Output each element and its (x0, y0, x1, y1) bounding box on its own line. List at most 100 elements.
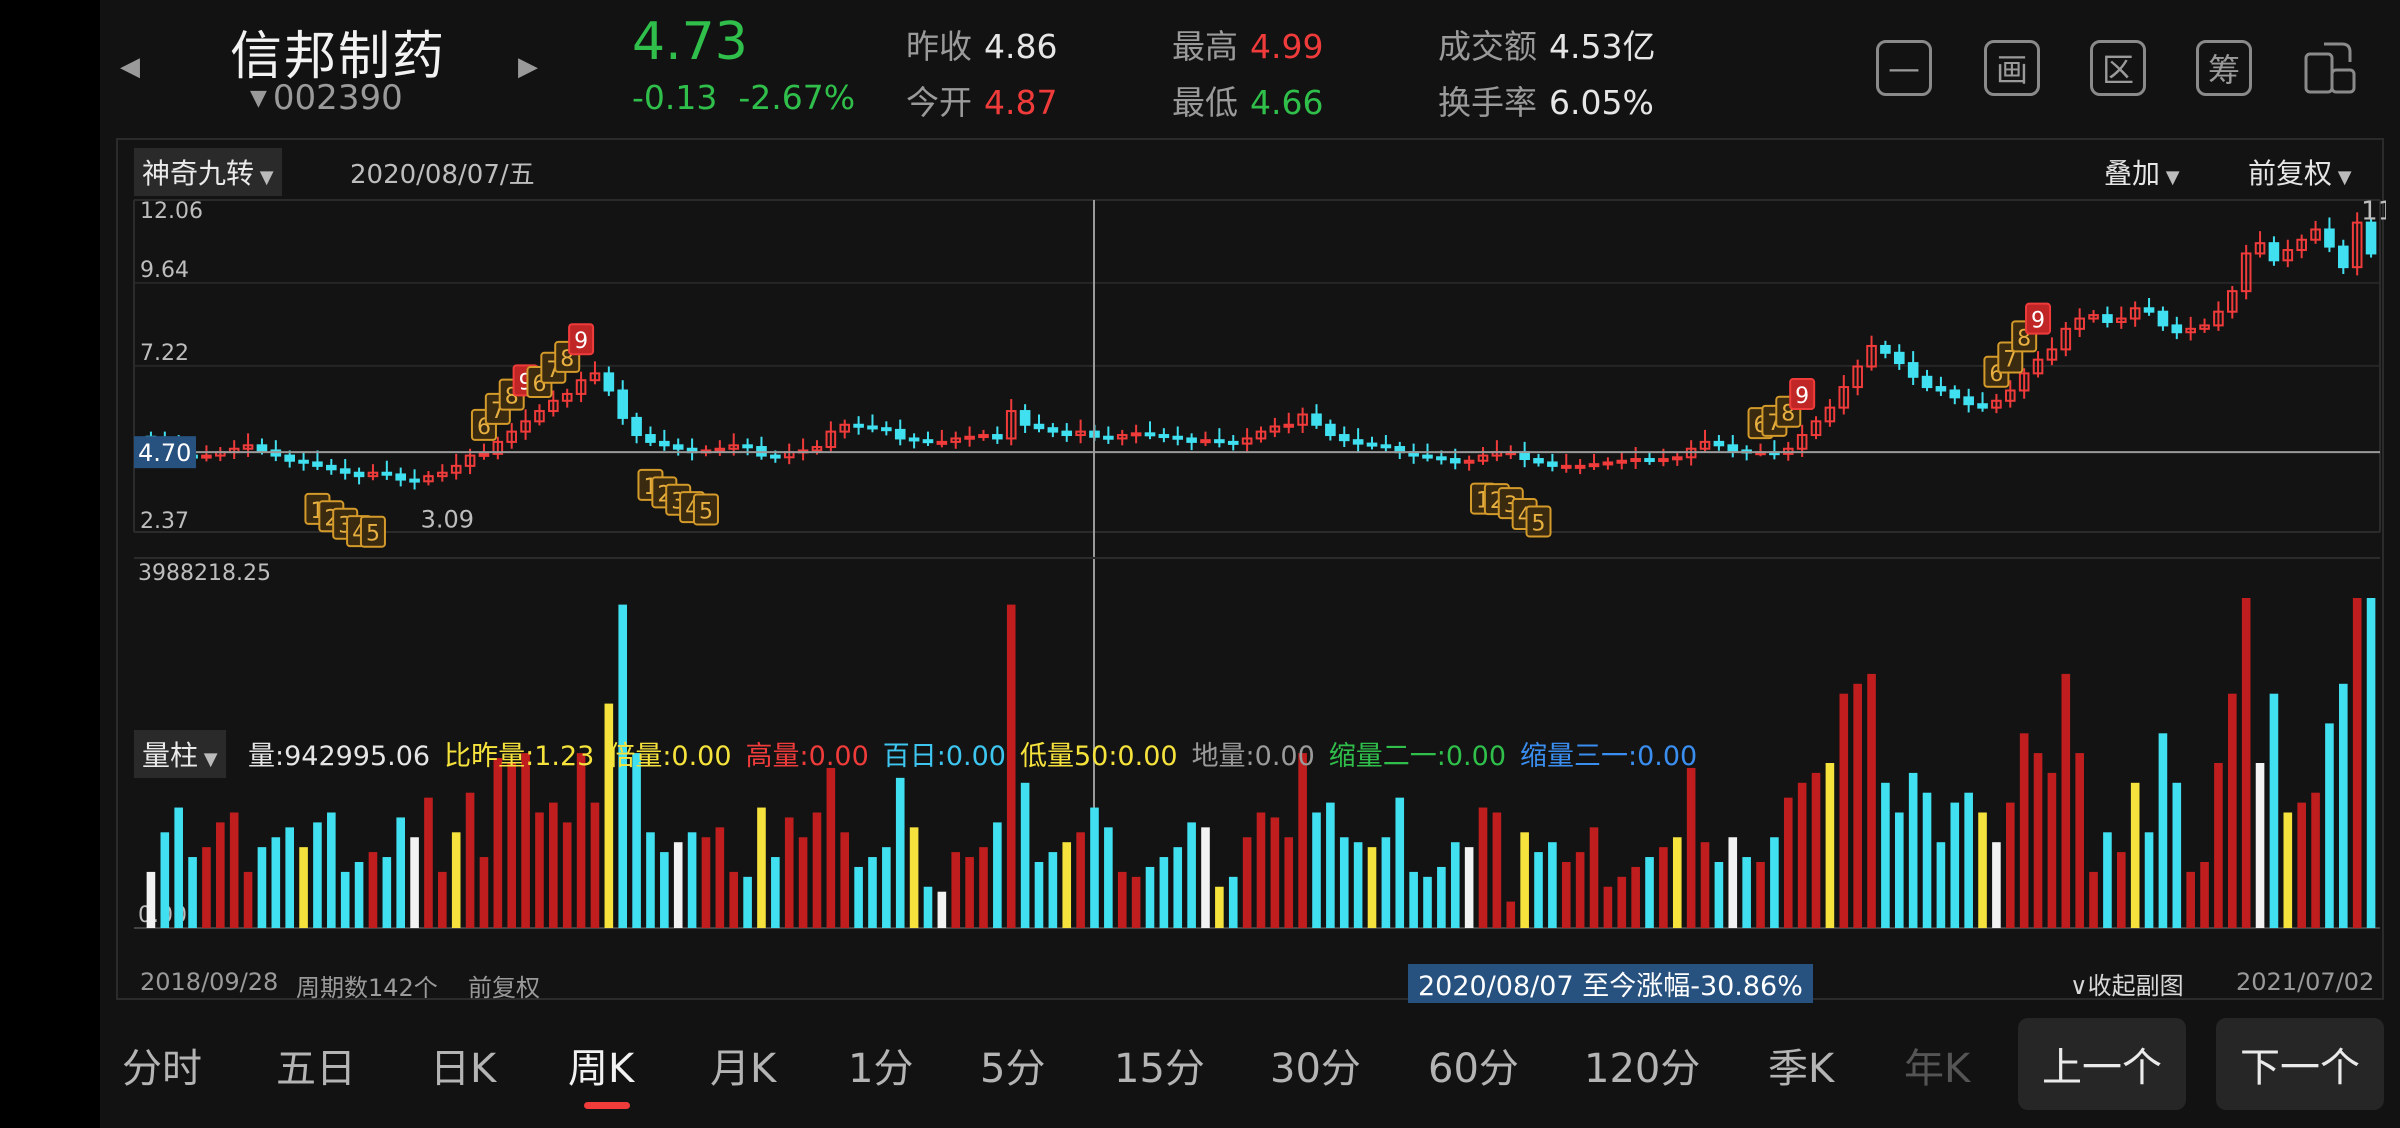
candle-body (2046, 348, 2058, 361)
volume-bar (1756, 862, 1765, 928)
candle-body (908, 437, 920, 442)
tab-year-k[interactable]: 年K (1904, 1046, 1971, 1092)
td-sequence-label: 9 (2031, 309, 2045, 334)
start-date: 2018/09/28 (140, 968, 279, 996)
volume-bar (1256, 812, 1266, 928)
stock-code-selector[interactable]: ▼ 002390 (250, 78, 403, 118)
candle-body (478, 452, 490, 457)
candle-body (1311, 413, 1322, 426)
volume-bar (2158, 733, 2168, 928)
tab-week-k[interactable]: 周K (568, 1046, 635, 1092)
tab-60min[interactable]: 60分 (1428, 1046, 1519, 1092)
candle-body (1824, 406, 1836, 423)
volume-bar (1672, 837, 1682, 928)
chart-panel[interactable]: 神奇九转 ▼ 2020/08/07/五 叠加 ▼ 前复权 ▼ 12.06 9.64… (116, 138, 2386, 1003)
volume-bar (590, 802, 600, 928)
tab-1min[interactable]: 1分 (848, 1046, 914, 1092)
collapse-subchart-button[interactable]: ∨收起副图 (2070, 972, 2184, 1000)
volume-bar (1242, 837, 1252, 928)
volume-bar (576, 753, 586, 928)
volume-bar (743, 876, 752, 928)
candle-body (492, 440, 504, 455)
overlay-selector[interactable]: 叠加 ▼ (2104, 157, 2180, 190)
candle-body (742, 444, 753, 449)
volume-bar (465, 792, 475, 928)
volume-indicator-7: 缩量二一:0.00 (1328, 741, 1506, 772)
candle-body (992, 434, 1003, 440)
draw-tool-button[interactable]: 画 (1984, 40, 2040, 96)
candle-body (1325, 423, 1336, 437)
candle-body (2268, 242, 2280, 262)
candle-body (2004, 389, 2016, 402)
candle-body (2018, 372, 2030, 392)
candle-body (1463, 459, 1475, 464)
volume-bar (618, 604, 628, 928)
candle-body (395, 473, 407, 481)
volume-bar (1534, 852, 1543, 928)
volume-bar (229, 812, 239, 928)
volume-bar (895, 777, 905, 928)
volume-bar (188, 857, 197, 928)
volume-bar (1908, 772, 1918, 928)
volume-bar (1811, 772, 1821, 928)
volume-bar (1145, 866, 1155, 928)
candle-body (1477, 454, 1489, 462)
volume-bar (2103, 832, 2112, 928)
tab-month-k[interactable]: 月K (710, 1046, 777, 1092)
y-tick-label: 9.64 (140, 258, 189, 283)
tab-15min[interactable]: 15分 (1114, 1046, 1205, 1092)
volume-bar (1520, 832, 1529, 928)
volume-bar (1117, 871, 1127, 928)
candle-body (367, 471, 379, 478)
kline-chart[interactable]: 12.069.647.222.374.703.0911.731234567891… (118, 140, 2386, 1002)
next-stock-arrow-icon[interactable]: ▶ (518, 52, 538, 82)
candle-body (1560, 464, 1572, 469)
prev-stock-arrow-icon[interactable]: ◀ (120, 52, 140, 82)
candle-body (1852, 365, 1863, 389)
volume-bar (368, 852, 378, 928)
tab-season-k[interactable]: 季K (1768, 1046, 1835, 1092)
volume-bar (451, 832, 461, 928)
portrait-rotate-icon[interactable] (2302, 40, 2358, 96)
volume-bar (1686, 767, 1696, 928)
tab-30min[interactable]: 30分 (1270, 1046, 1361, 1092)
volume-bar (410, 837, 419, 928)
volume-bar (951, 852, 961, 928)
td-sequence-box (2025, 302, 2052, 335)
volume-bar (216, 822, 225, 928)
tab-timeshare[interactable]: 分时 (122, 1046, 202, 1092)
volume-bar (1478, 807, 1488, 928)
candle-body (2310, 228, 2321, 241)
tab-five-day[interactable]: 五日 (276, 1046, 356, 1092)
candle-body (1713, 440, 1725, 447)
volume-bar (1464, 847, 1474, 928)
tab-5min[interactable]: 5分 (980, 1046, 1046, 1092)
next-item-button[interactable]: 下一个 (2216, 1018, 2384, 1110)
volume-bar (2130, 782, 2140, 928)
volume-bar (673, 842, 683, 928)
candle-body (1588, 463, 1600, 468)
volume-bar (382, 857, 392, 928)
tab-120min[interactable]: 120分 (1584, 1046, 1701, 1092)
volume-bar (2297, 802, 2306, 928)
candle-body (1880, 344, 1891, 354)
chip-tool-button[interactable]: 筹 (2196, 40, 2252, 96)
volume-indicator-values: 量:942995.06 比昨量:1.23 倍量:0.00 高量:0.00 百日:0.00… (248, 734, 1711, 773)
indicator-selector[interactable]: 神奇九转 ▼ (134, 148, 282, 196)
range-tool-button[interactable]: 区 (2090, 40, 2146, 96)
adjust-selector[interactable]: 前复权 ▼ (2248, 157, 2352, 190)
volume-bar (993, 822, 1002, 928)
caret-down-icon: ▼ (250, 86, 267, 111)
minus-square-icon[interactable]: — (1876, 40, 1932, 96)
change-percent: -2.67% (738, 78, 856, 117)
volume-type-selector[interactable]: 量柱 ▼ (134, 730, 226, 778)
active-tab-indicator (584, 1102, 630, 1109)
volume-bar (354, 862, 364, 928)
tab-day-k[interactable]: 日K (430, 1046, 497, 1092)
candle-body (1297, 413, 1308, 426)
volume-bar (771, 857, 780, 928)
volume-bar (1450, 842, 1460, 928)
period-tabs: 分时 五日 日K 周K 月K 1分 5分 15分 30分 60分 120分 季K… (100, 1010, 2400, 1128)
last-price: 4.73 (632, 12, 748, 72)
prev-item-button[interactable]: 上一个 (2018, 1018, 2186, 1110)
